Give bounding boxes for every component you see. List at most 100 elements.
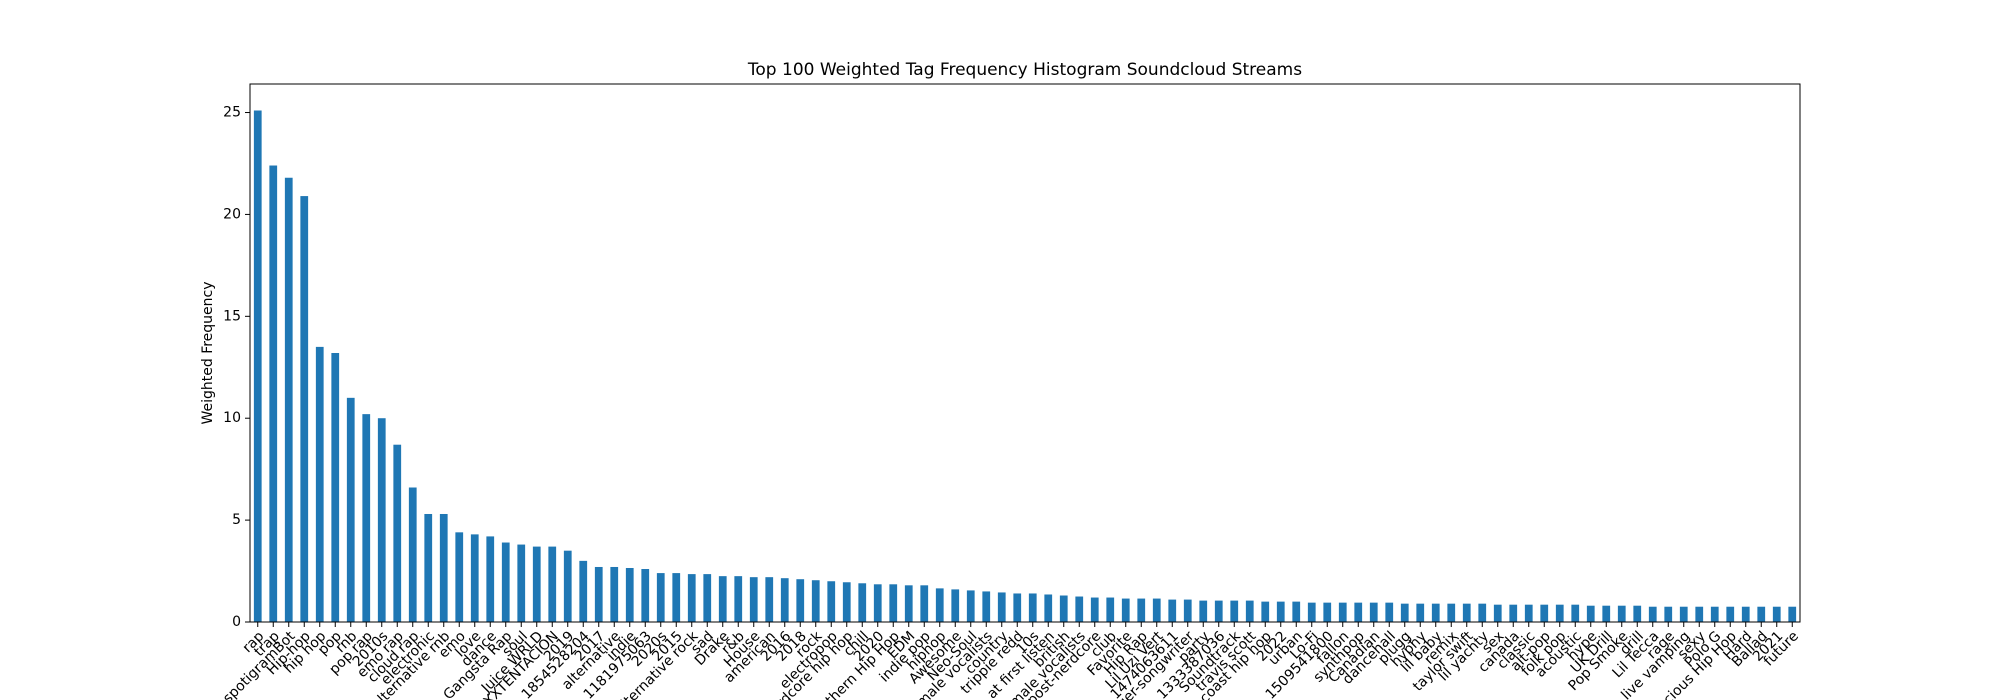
bar <box>1044 594 1053 622</box>
bar <box>1307 602 1316 622</box>
bar <box>904 585 913 622</box>
bar <box>1261 601 1270 622</box>
chart-title: Top 100 Weighted Tag Frequency Histogram… <box>747 60 1302 80</box>
bar <box>1059 595 1068 622</box>
bar <box>765 577 774 622</box>
bar <box>1447 603 1456 622</box>
axes-frame <box>249 83 1801 623</box>
bar <box>889 584 898 622</box>
bar <box>1416 603 1425 622</box>
bar <box>687 574 696 622</box>
bar <box>1075 596 1084 622</box>
y-tick-label: 20 <box>223 206 241 222</box>
bar <box>362 414 371 622</box>
bar <box>672 573 681 622</box>
bar <box>315 346 324 622</box>
bar <box>1741 606 1750 622</box>
bar <box>424 513 433 622</box>
bar <box>1695 606 1704 622</box>
bar <box>1090 597 1099 622</box>
bar <box>982 591 991 622</box>
y-tick-label: 0 <box>232 614 241 630</box>
y-tick-label: 5 <box>232 512 241 528</box>
bar <box>1710 606 1719 622</box>
y-tick-label: 10 <box>223 410 241 426</box>
bar <box>1245 600 1254 622</box>
bar <box>1509 604 1518 622</box>
bar <box>1152 598 1161 622</box>
bar <box>1168 599 1177 622</box>
bar <box>780 578 789 622</box>
bar <box>1772 606 1781 622</box>
bar <box>1757 606 1766 622</box>
bar <box>563 550 572 622</box>
bar <box>1602 605 1611 622</box>
bar <box>641 569 650 622</box>
y-tick-label: 25 <box>223 105 241 121</box>
bar <box>1478 603 1487 622</box>
bar <box>718 576 727 622</box>
bar <box>1633 605 1642 622</box>
bar <box>1788 606 1797 622</box>
bar <box>346 397 355 622</box>
bar <box>300 196 309 623</box>
bar <box>1400 603 1409 622</box>
bar <box>1369 602 1378 622</box>
bar <box>1462 603 1471 622</box>
bar <box>1664 606 1673 622</box>
bar <box>1137 598 1146 622</box>
bar <box>1586 605 1595 622</box>
bar <box>393 444 402 622</box>
bar <box>486 536 495 622</box>
bar <box>1013 593 1022 622</box>
bar <box>796 579 805 622</box>
bar <box>966 590 975 622</box>
bar <box>1106 597 1115 622</box>
bar <box>1292 601 1301 622</box>
bar <box>827 581 836 622</box>
bar <box>1028 593 1037 622</box>
bar <box>1121 598 1130 622</box>
bar <box>920 585 929 622</box>
bar <box>997 592 1006 622</box>
bar <box>377 418 386 622</box>
y-axis-label: Weighted Frequency <box>200 281 216 424</box>
bar <box>1338 602 1347 622</box>
bar <box>1431 603 1440 622</box>
bar <box>1617 605 1626 622</box>
bar <box>501 542 510 622</box>
bar <box>1648 606 1657 622</box>
bar <box>1323 602 1332 622</box>
bar <box>579 560 588 622</box>
bar <box>1276 601 1285 622</box>
plot-area: 0510152025raptrapspotigramBotHip-hophip … <box>220 105 1802 700</box>
bar <box>1679 606 1688 622</box>
bar <box>1540 604 1549 622</box>
bar <box>517 544 526 622</box>
bar <box>951 589 960 622</box>
bar <box>1354 602 1363 622</box>
bar <box>703 574 712 622</box>
bar <box>1385 602 1394 622</box>
bar <box>734 576 743 622</box>
bar <box>470 534 479 622</box>
bar <box>594 566 603 622</box>
bar <box>873 584 882 622</box>
bar <box>253 110 262 622</box>
bar <box>656 573 665 622</box>
bar <box>610 566 619 622</box>
bar <box>749 577 758 622</box>
bar <box>935 588 944 622</box>
bar <box>1214 600 1223 622</box>
bar <box>284 177 293 622</box>
bar <box>1571 604 1580 622</box>
bar <box>1524 604 1533 622</box>
bar <box>439 513 448 622</box>
y-tick-label: 15 <box>223 308 241 324</box>
bar <box>842 582 851 622</box>
bar <box>811 580 820 622</box>
bar <box>625 567 634 622</box>
bar <box>548 546 557 622</box>
bar <box>1199 600 1208 622</box>
